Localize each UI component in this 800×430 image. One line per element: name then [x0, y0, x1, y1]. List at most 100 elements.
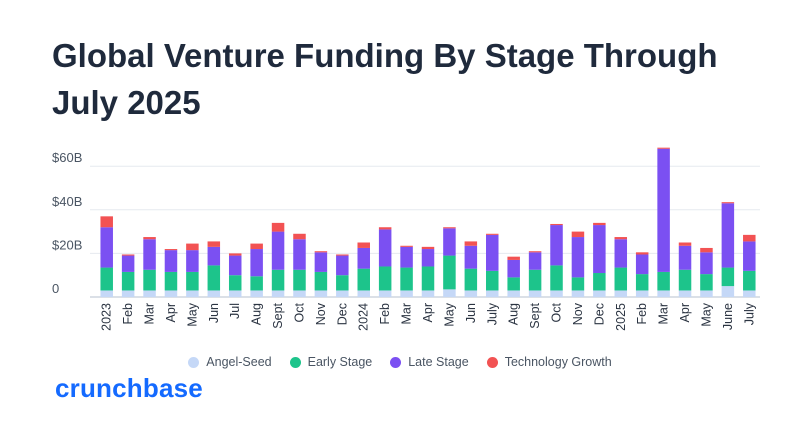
bar-segment-early-stage — [378, 266, 392, 291]
legend-swatch-angel-seed — [188, 356, 200, 368]
bar-segment-technology-growth — [464, 241, 478, 246]
bar-segment-technology-growth — [421, 246, 435, 250]
legend-item-technology-growth[interactable]: Technology Growth — [486, 355, 612, 369]
bar-segment-technology-growth — [314, 251, 328, 253]
bar-segment-technology-growth — [507, 256, 520, 260]
bar-segment-angel-seed — [507, 290, 520, 297]
chart-title: Global Venture Funding By Stage Through … — [52, 37, 718, 121]
x-tick-label: May — [185, 302, 199, 326]
legend-label-technology-growth: Technology Growth — [504, 355, 612, 369]
bar-segment-technology-growth — [378, 227, 392, 230]
bar-segment-late-stage — [593, 225, 606, 274]
bar-segment-late-stage — [443, 228, 456, 256]
bar-segment-angel-seed — [186, 290, 199, 297]
bar-segment-angel-seed — [143, 290, 156, 297]
x-tick-label: Dec — [592, 303, 606, 325]
x-tick-label: June — [721, 303, 735, 330]
bar-segment-angel-seed — [357, 290, 370, 297]
bar-segment-late-stage — [571, 237, 585, 278]
x-tick-label: Nov — [314, 302, 328, 325]
x-tick-label: Sept — [271, 302, 285, 328]
bar-segment-early-stage — [507, 277, 520, 291]
bar-segment-late-stage — [143, 239, 156, 270]
bar-segment-technology-growth — [357, 242, 370, 248]
bar-segment-late-stage — [314, 252, 328, 272]
bar-segment-technology-growth — [443, 227, 456, 229]
bar-segment-technology-growth — [528, 251, 542, 253]
bar-segment-angel-seed — [271, 290, 285, 297]
legend-label-late-stage: Late Stage — [408, 355, 469, 369]
y-tick-label: $20B — [52, 237, 82, 252]
x-tick-label: Feb — [635, 303, 649, 325]
bar-segment-technology-growth — [228, 253, 242, 256]
bar-segment-early-stage — [678, 269, 692, 291]
bar-segment-late-stage — [678, 245, 692, 270]
bar-segment-early-stage — [143, 269, 156, 291]
bar-segment-angel-seed — [207, 290, 221, 297]
bar-segment-technology-growth — [100, 216, 113, 228]
bar-segment-technology-growth — [207, 241, 221, 247]
x-tick-label: Feb — [121, 303, 135, 325]
bar-segment-angel-seed — [743, 290, 756, 297]
bar-segment-angel-seed — [593, 290, 606, 297]
bar-segment-early-stage — [250, 276, 263, 291]
x-tick-label: Oct — [550, 302, 564, 322]
bar-segment-technology-growth — [164, 249, 178, 251]
bar-segment-angel-seed — [164, 290, 178, 297]
bar-segment-early-stage — [464, 268, 478, 291]
chart-legend: Angel-Seed Early Stage Late Stage Techno… — [0, 355, 800, 369]
x-tick-label: Apr — [421, 303, 435, 322]
bar-segment-late-stage — [250, 249, 263, 277]
bar-segment-angel-seed — [614, 290, 628, 297]
bar-segment-late-stage — [293, 239, 306, 270]
x-tick-label: Apr — [678, 303, 692, 322]
bar-segment-angel-seed — [550, 290, 563, 297]
bar-segment-angel-seed — [314, 290, 328, 297]
x-tick-label: Jun — [464, 303, 478, 323]
legend-item-angel-seed[interactable]: Angel-Seed — [188, 355, 272, 369]
x-tick-label: Sept — [528, 302, 542, 328]
bar-segment-late-stage — [121, 255, 135, 272]
bar-segment-early-stage — [228, 275, 242, 291]
bar-segment-early-stage — [571, 277, 585, 291]
legend-label-early-stage: Early Stage — [307, 355, 373, 369]
bar-segment-early-stage — [207, 265, 221, 291]
bar-segment-technology-growth — [635, 252, 649, 255]
bar-segment-late-stage — [336, 255, 349, 276]
bar-segment-early-stage — [528, 269, 542, 291]
x-tick-label: May — [442, 302, 456, 326]
bar-segment-early-stage — [357, 268, 370, 291]
bar-segment-angel-seed — [250, 290, 263, 297]
bar-segment-angel-seed — [721, 286, 735, 297]
bar-segment-technology-growth — [593, 222, 606, 226]
bar-segment-early-stage — [293, 269, 306, 291]
x-tick-label: Mar — [657, 303, 671, 325]
bar-segment-early-stage — [443, 255, 456, 290]
bar-segment-angel-seed — [464, 290, 478, 297]
bar-segment-late-stage — [164, 250, 178, 272]
x-tick-label: Jun — [207, 303, 221, 323]
bar-segment-early-stage — [271, 269, 285, 291]
bar-segment-early-stage — [657, 271, 670, 291]
bar-segment-late-stage — [635, 254, 649, 275]
bar-segment-angel-seed — [421, 290, 435, 297]
bar-segment-technology-growth — [678, 242, 692, 246]
bar-segment-early-stage — [550, 265, 563, 291]
bar-segment-technology-growth — [336, 254, 349, 256]
legend-item-early-stage[interactable]: Early Stage — [289, 355, 373, 369]
bar-segment-technology-growth — [486, 233, 499, 235]
bar-segment-late-stage — [100, 227, 113, 268]
bar-segment-technology-growth — [550, 223, 563, 226]
bar-segment-early-stage — [486, 270, 499, 291]
legend-label-angel-seed: Angel-Seed — [206, 355, 272, 369]
bar-segment-late-stage — [528, 252, 542, 270]
bar-segment-late-stage — [378, 229, 392, 267]
bar-segment-technology-growth — [400, 245, 413, 247]
x-tick-label: May — [699, 302, 713, 326]
bar-segment-angel-seed — [293, 290, 306, 297]
x-tick-label: Jul — [228, 303, 242, 319]
bar-segment-technology-growth — [721, 202, 735, 204]
bar-segment-technology-growth — [250, 243, 263, 250]
legend-item-late-stage[interactable]: Late Stage — [390, 355, 469, 369]
